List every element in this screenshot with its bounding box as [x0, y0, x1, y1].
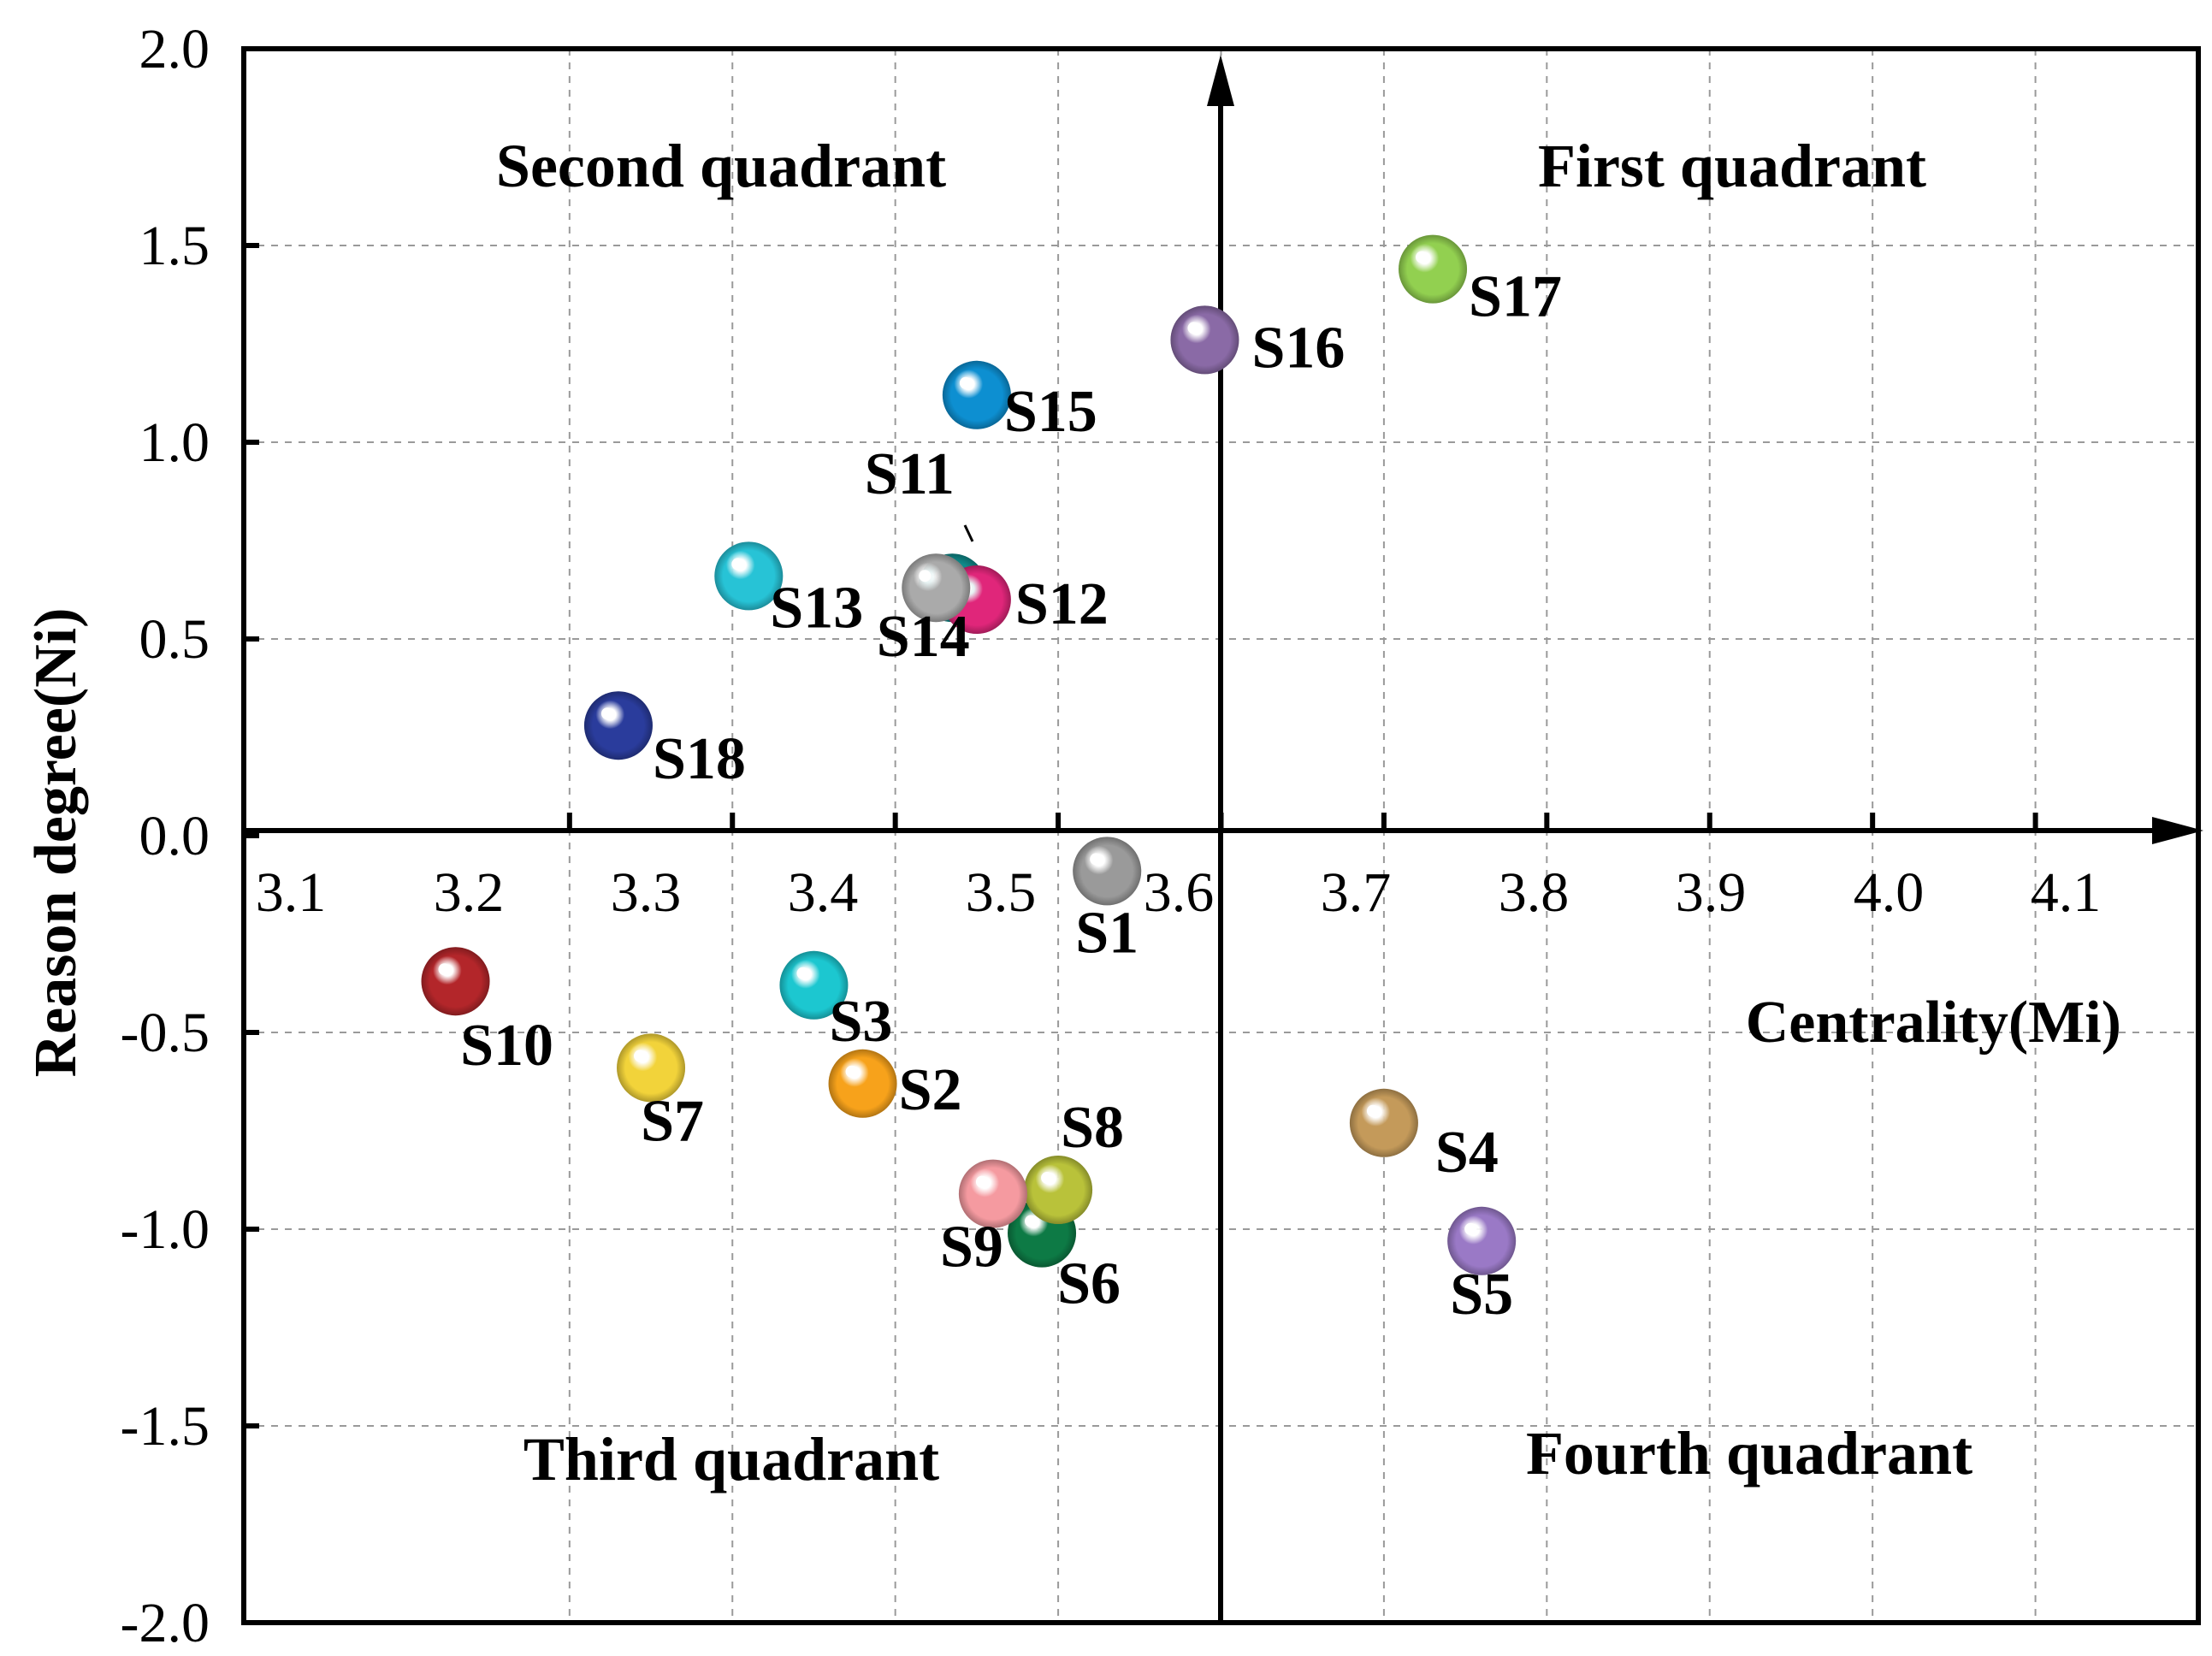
quadrant-fourth-label: Fourth quadrant [1526, 1419, 1972, 1487]
y-tick-label: -1.0 [121, 1198, 210, 1261]
point-s10 [421, 947, 490, 1016]
y-axis-arrow [1207, 55, 1234, 106]
point-label-s15: S15 [1004, 379, 1097, 445]
point-label-s16: S16 [1251, 315, 1345, 381]
point-label-s14: S14 [877, 604, 970, 670]
point-shade [1399, 234, 1468, 304]
point-shade [828, 1049, 897, 1118]
axes [244, 55, 2203, 1623]
x-tick-label: 3.6 [1144, 861, 1215, 924]
point-s16 [1170, 305, 1239, 375]
quadrant-third-label: Third quadrant [523, 1425, 939, 1493]
x-tick-label: 3.2 [434, 861, 505, 924]
y-tick-label: 2.0 [139, 18, 210, 80]
point-s2 [828, 1049, 897, 1118]
point-shade [958, 1159, 1027, 1228]
x-tick-label: 4.1 [2031, 861, 2102, 924]
point-s13 [714, 541, 784, 611]
point-highlight [919, 570, 932, 583]
point-s14 [902, 553, 971, 623]
x-tick-label: 4.0 [1854, 861, 1925, 924]
point-s9 [958, 1159, 1027, 1228]
point-highlight [1025, 1215, 1038, 1227]
x-axis-arrow [2152, 817, 2203, 844]
point-shade [779, 950, 849, 1020]
point-highlight [1187, 322, 1200, 334]
point-label-s8: S8 [1061, 1095, 1124, 1161]
point-s3 [779, 950, 849, 1020]
point-highlight [796, 967, 809, 979]
point-label-s18: S18 [653, 726, 746, 792]
x-tick-label: 3.1 [256, 861, 327, 924]
s11-leader-line [963, 524, 974, 542]
point-s17 [1399, 234, 1468, 304]
point-label-s3: S3 [829, 989, 892, 1055]
y-tick-label: 1.0 [139, 411, 210, 474]
point-shade [1073, 837, 1142, 906]
y-axis-title: Reason degree(Ni) [23, 608, 89, 1078]
point-highlight [1041, 1172, 1054, 1184]
point-shade [1447, 1206, 1517, 1275]
point-highlight [634, 1050, 647, 1062]
point-highlight [438, 963, 451, 976]
point-shade [421, 947, 490, 1016]
point-label-s1: S1 [1075, 900, 1139, 966]
x-ticks: 3.1 3.2 3.3 3.4 3.5 3.6 3.7 3.8 3.9 4.0 4.1 [256, 813, 2201, 924]
point-highlight [1416, 251, 1428, 263]
quadrant-first-label: First quadrant [1538, 132, 1926, 200]
point-highlight [959, 376, 972, 389]
point-shade [617, 1033, 686, 1103]
y-tick-label: 1.5 [139, 215, 210, 277]
point-s8 [1024, 1156, 1093, 1224]
point-label-s13: S13 [770, 575, 863, 641]
quadrant-second-label: Second quadrant [496, 132, 946, 200]
x-axis-title: Centrality(Mi) [1746, 990, 2121, 1056]
point-label-s6: S6 [1057, 1251, 1121, 1317]
point-label-s9: S9 [940, 1215, 1003, 1280]
y-tick-label: 0.0 [139, 805, 210, 867]
point-shade [583, 691, 653, 760]
point-shade [1024, 1156, 1093, 1224]
point-highlight [731, 558, 744, 571]
point-shade [902, 553, 971, 623]
point-s5 [1447, 1206, 1517, 1275]
point-label-s10: S10 [460, 1013, 553, 1079]
point-highlight [845, 1065, 858, 1078]
x-tick-label: 3.5 [966, 861, 1037, 924]
y-tick-label: -1.5 [121, 1395, 210, 1458]
point-label-s17: S17 [1469, 264, 1562, 330]
y-tick-label: -0.5 [121, 1002, 210, 1064]
point-s1 [1073, 837, 1142, 906]
y-ticks: 2.0 1.5 1.0 0.5 0.0 -0.5 -1.0 -1.5 -2.0 [121, 18, 259, 1654]
point-s15 [942, 360, 1011, 429]
point-highlight [600, 707, 613, 720]
point-label-s7: S7 [641, 1088, 704, 1154]
point-s7 [617, 1033, 686, 1103]
point-label-s2: S2 [899, 1057, 962, 1123]
point-label-s11: S11 [865, 441, 955, 507]
point-s4 [1349, 1088, 1418, 1157]
y-tick-label: -2.0 [121, 1592, 210, 1654]
point-label-s4: S4 [1435, 1120, 1499, 1186]
point-highlight [1464, 1222, 1477, 1235]
point-highlight [975, 1175, 988, 1188]
point-shade [1349, 1088, 1418, 1157]
x-tick-label: 3.3 [611, 861, 682, 924]
x-tick-label: 3.8 [1499, 861, 1570, 924]
y-tick-label: 0.5 [139, 608, 210, 671]
point-highlight [1366, 1104, 1379, 1117]
x-tick-label: 3.7 [1321, 861, 1392, 924]
point-s18 [583, 691, 653, 760]
point-label-s5: S5 [1450, 1262, 1513, 1328]
point-shade [942, 360, 1011, 429]
point-label-s12: S12 [1015, 571, 1109, 637]
x-tick-label: 3.4 [788, 861, 859, 924]
x-tick-label: 3.9 [1676, 861, 1747, 924]
point-highlight [1090, 853, 1103, 866]
point-shade [1170, 305, 1239, 375]
point-shade [714, 541, 784, 611]
data-points [421, 234, 1517, 1275]
